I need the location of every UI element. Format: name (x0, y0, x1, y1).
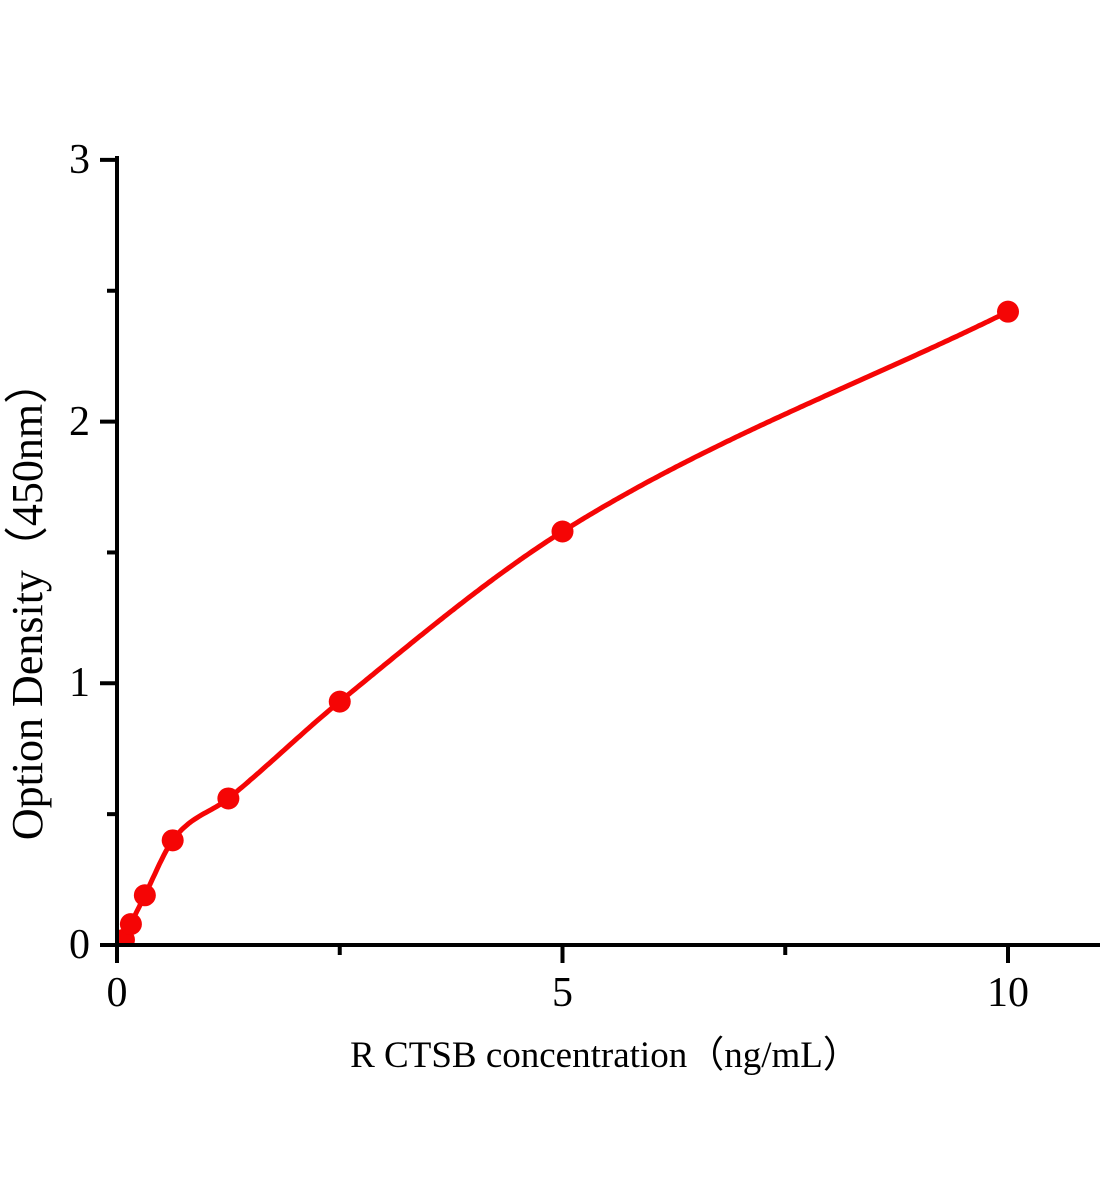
data-point (217, 787, 240, 810)
data-point (119, 913, 142, 936)
x-tick-label: 10 (987, 970, 1029, 1016)
y-tick-label: 1 (69, 660, 90, 707)
data-point (551, 520, 574, 543)
x-tick-label: 0 (106, 970, 128, 1016)
series-group (119, 300, 1019, 943)
y-tick-label: 3 (69, 136, 90, 183)
data-point (997, 300, 1019, 323)
data-point (133, 884, 156, 907)
y-tick-label: 2 (69, 398, 90, 445)
data-point (161, 829, 184, 852)
y-axis-title: Option Density（450nm） (3, 359, 52, 841)
fitted-curve (119, 309, 1011, 943)
x-tick-label: 5 (552, 970, 573, 1016)
y-tick-label: 0 (69, 922, 90, 968)
x-axis-title: R CTSB concentration（ng/mL） (350, 1035, 860, 1076)
data-point (328, 690, 351, 713)
